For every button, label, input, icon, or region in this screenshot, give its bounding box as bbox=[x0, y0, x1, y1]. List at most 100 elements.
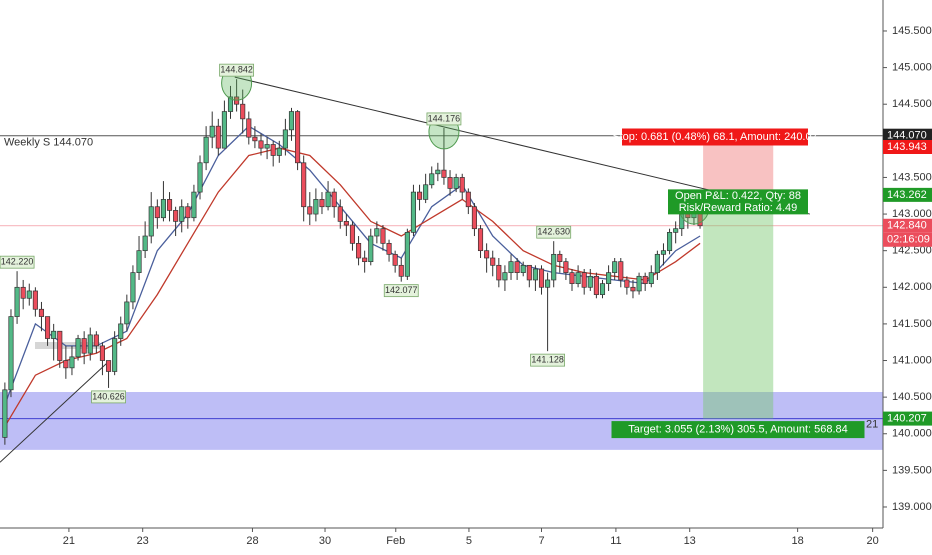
candle-body bbox=[538, 268, 545, 288]
candle-body bbox=[569, 272, 575, 284]
candle-body bbox=[105, 360, 112, 372]
zone-text: 21 bbox=[866, 418, 878, 430]
candle-body bbox=[429, 173, 435, 186]
candle-body bbox=[130, 272, 136, 303]
candle-body bbox=[295, 111, 301, 164]
price-label-box bbox=[426, 112, 462, 126]
candle-body bbox=[258, 140, 264, 149]
candle-body bbox=[246, 118, 252, 138]
candle-body bbox=[581, 272, 587, 288]
candle-body bbox=[660, 250, 667, 255]
candle-body bbox=[447, 177, 453, 189]
candle-body bbox=[276, 147, 282, 156]
candle-body bbox=[221, 111, 227, 149]
y-tick-label: 143.000 bbox=[892, 208, 932, 220]
candle-body bbox=[203, 136, 209, 164]
axis-label-box bbox=[883, 139, 932, 154]
candle-body bbox=[32, 290, 38, 310]
stop-area bbox=[703, 144, 774, 195]
candle-body bbox=[179, 206, 185, 222]
price-label-box bbox=[219, 63, 255, 77]
candle-body bbox=[319, 199, 325, 208]
candle-body bbox=[166, 199, 173, 211]
candle-body bbox=[215, 125, 221, 149]
candle-body bbox=[20, 286, 26, 299]
candle-body bbox=[264, 144, 270, 149]
candle-body bbox=[51, 330, 57, 339]
x-tick-label: 28 bbox=[246, 535, 258, 547]
x-tick-label: 18 bbox=[792, 535, 804, 547]
x-tick-label: 30 bbox=[319, 535, 331, 547]
candle-body bbox=[477, 228, 484, 252]
candle-body bbox=[69, 356, 75, 369]
price-label: 144.842 bbox=[220, 65, 253, 75]
support-text: Weekly S 144.070 bbox=[4, 137, 93, 149]
candle-body bbox=[356, 242, 362, 259]
candle-body bbox=[185, 206, 191, 219]
candle-body bbox=[112, 338, 118, 372]
candle-body bbox=[551, 253, 557, 281]
stop-text: Stop: 0.681 (0.48%) 68.1, Amount: 240.07 bbox=[612, 131, 817, 143]
candle-body bbox=[160, 199, 166, 219]
candle-body bbox=[325, 191, 331, 208]
y-tick-label: 140.000 bbox=[892, 428, 932, 440]
y-tick-label: 141.000 bbox=[892, 354, 932, 366]
candle-body bbox=[343, 221, 349, 226]
candle-body bbox=[118, 323, 124, 339]
y-tick-label: 142.500 bbox=[892, 245, 932, 257]
candle-body bbox=[575, 272, 581, 284]
candle-body bbox=[410, 191, 416, 233]
candle-body bbox=[441, 169, 447, 178]
candle-body bbox=[173, 210, 179, 222]
x-tick-label: Feb bbox=[386, 535, 405, 547]
price-label: 144.176 bbox=[428, 113, 461, 123]
stop-text-box bbox=[622, 128, 808, 146]
candle-body bbox=[288, 111, 295, 131]
candle-body bbox=[14, 286, 20, 317]
candle-body bbox=[270, 144, 276, 156]
candle-body bbox=[423, 184, 429, 200]
candle-body bbox=[618, 261, 624, 281]
candle-body bbox=[209, 125, 215, 138]
y-tick-label: 145.000 bbox=[892, 61, 932, 73]
candle-body bbox=[514, 261, 520, 273]
candle-body bbox=[404, 232, 410, 277]
candle-body bbox=[301, 162, 307, 208]
candle-body bbox=[398, 264, 404, 277]
candle-body bbox=[148, 206, 154, 237]
pnl-text: Risk/Reward Ratio: 4.49 bbox=[679, 202, 798, 214]
candle-body bbox=[63, 360, 69, 369]
candle-body bbox=[154, 206, 160, 219]
candle-body bbox=[465, 191, 471, 208]
candle-body bbox=[142, 235, 148, 252]
axis-label-box bbox=[883, 411, 932, 426]
candle-body bbox=[557, 253, 563, 263]
candle-body bbox=[502, 272, 508, 281]
candle-body bbox=[386, 242, 392, 255]
pnl-text-box bbox=[668, 189, 808, 215]
candle-body bbox=[8, 316, 14, 391]
x-tick-label: 11 bbox=[610, 535, 621, 547]
candle-body bbox=[526, 264, 532, 281]
candle-body bbox=[520, 264, 526, 273]
candle-body bbox=[484, 250, 490, 259]
price-label: 142.220 bbox=[1, 257, 34, 267]
x-tick-label: 23 bbox=[137, 535, 149, 547]
axis-label: 142.840 bbox=[887, 220, 927, 232]
axis-label: 140.207 bbox=[887, 412, 927, 424]
y-tick-label: 145.500 bbox=[892, 25, 932, 37]
candle-body bbox=[313, 199, 319, 215]
candle-body bbox=[191, 191, 197, 219]
axis-label: 143.262 bbox=[887, 189, 927, 201]
candle-body bbox=[93, 334, 99, 347]
candle-body bbox=[252, 136, 258, 142]
axis-label-box bbox=[883, 128, 932, 143]
pnl-text: Open P&L: 0.422, Qty: 88 bbox=[675, 190, 801, 202]
x-tick-label: 13 bbox=[684, 535, 696, 547]
candle-body bbox=[368, 235, 374, 263]
price-label: 141.128 bbox=[531, 355, 564, 365]
x-tick-label: 20 bbox=[867, 535, 879, 547]
candle-body bbox=[380, 228, 386, 244]
candle-body bbox=[331, 191, 337, 208]
